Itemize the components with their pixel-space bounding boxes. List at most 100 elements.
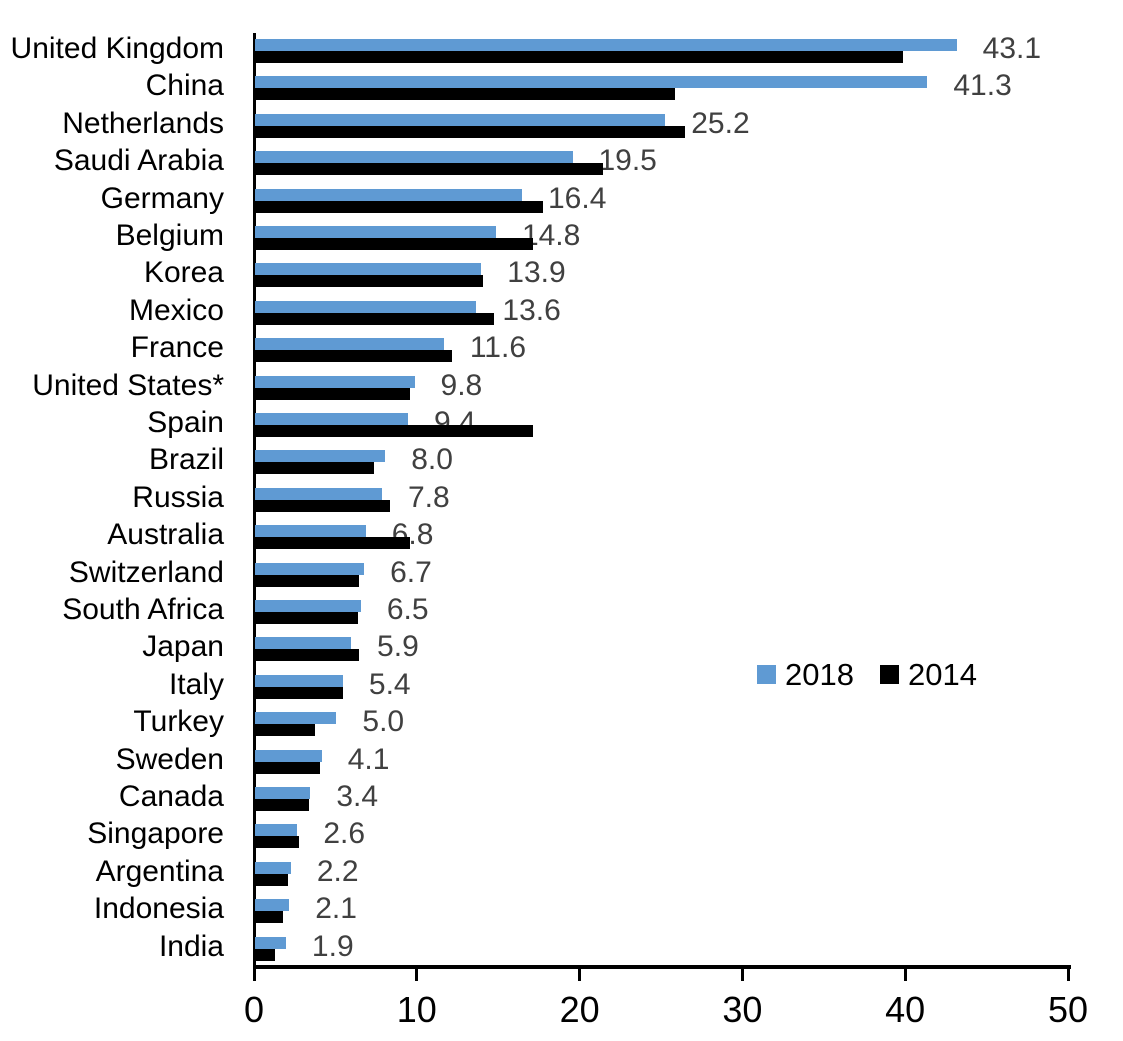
- bar-2014: [255, 350, 452, 363]
- bar-2014: [255, 724, 316, 737]
- bar-2014: [255, 425, 534, 437]
- bar-2014: [255, 873, 288, 886]
- legend-swatch-2018: [757, 665, 776, 684]
- bar-2014: [255, 537, 410, 550]
- bar-2014: [255, 312, 495, 325]
- legend-label-2014: 2014: [907, 657, 977, 692]
- category-label: France: [130, 331, 224, 365]
- chart-row: Italy 5.4: [169, 667, 1068, 707]
- value-label: 4.1: [347, 742, 390, 776]
- value-label: 2.1: [315, 892, 357, 926]
- chart-row: Turkey 5.0: [133, 705, 1068, 744]
- bar-2018: [255, 749, 322, 762]
- category-label: Canada: [118, 780, 224, 813]
- bar-2014: [255, 238, 534, 250]
- value-label: 19.5: [598, 144, 657, 178]
- x-axis-tick: [252, 969, 256, 981]
- x-axis-tick-label: 20: [559, 989, 600, 1030]
- x-axis-tick: [578, 969, 582, 981]
- category-label: Mexico: [128, 293, 224, 327]
- bar-2018: [255, 151, 573, 164]
- value-label: 5.4: [368, 667, 411, 701]
- bar-2014: [255, 163, 604, 176]
- category-label: Sweden: [115, 742, 224, 776]
- value-label: 5.0: [362, 705, 405, 739]
- category-label: Japan: [142, 630, 224, 664]
- category-label: Germany: [100, 181, 224, 215]
- bar-2018: [255, 562, 365, 575]
- bar-2018: [255, 712, 337, 725]
- bar-2014: [255, 948, 275, 961]
- bar-2018: [255, 338, 444, 351]
- chart-row: Sweden 4.1: [116, 742, 1068, 782]
- chart-row: Brazil 8.0: [149, 443, 1068, 482]
- bar-2014: [255, 649, 360, 662]
- x-axis-tick-label: 40: [885, 989, 926, 1030]
- bar-2018: [255, 450, 386, 463]
- chart-row: Argentina 2.2: [96, 854, 1068, 894]
- bar-2014: [255, 686, 343, 699]
- bar-2018: [255, 188, 522, 201]
- value-label: 16.4: [547, 181, 607, 215]
- bar-2014: [255, 911, 283, 924]
- category-label: Netherlands: [62, 106, 224, 140]
- value-label: 5.9: [377, 630, 419, 664]
- category-label: Belgium: [115, 219, 224, 252]
- value-label: 9.8: [440, 368, 483, 402]
- bar-2014: [255, 612, 358, 624]
- chart-row: Indonesia 2.1: [94, 892, 1068, 931]
- bar-2014: [255, 88, 675, 101]
- value-label: 41.3: [953, 69, 1012, 103]
- bar-2018: [255, 263, 482, 276]
- category-label: Saudi Arabia: [53, 144, 224, 178]
- bar-2014: [255, 275, 483, 288]
- bar-2018: [255, 674, 343, 687]
- bar-2014: [255, 125, 685, 138]
- value-label: 8.0: [411, 443, 453, 477]
- chart-row: Canada 3.4: [119, 781, 1068, 819]
- legend-label-2018: 2018: [785, 657, 854, 692]
- category-label: India: [158, 929, 224, 963]
- chart-row: South Africa 6.5: [62, 594, 1068, 632]
- value-label: 13.9: [507, 256, 566, 290]
- bar-2018: [255, 413, 408, 425]
- chart-row: Belgium 14.8: [116, 220, 1068, 258]
- bar-2018: [255, 375, 415, 388]
- bar-2014: [255, 499, 391, 512]
- category-label: China: [145, 69, 224, 103]
- bar-2014: [255, 799, 309, 811]
- chart-row: Switzerland 6.7: [69, 555, 1068, 595]
- bar-2018: [255, 39, 957, 51]
- bar-2018: [255, 113, 666, 126]
- chart-row: Spain 9.4: [147, 407, 1068, 445]
- chart-row: Mexico 13.6: [129, 295, 1068, 333]
- category-label: Spain: [147, 406, 224, 439]
- bar-2018: [255, 899, 290, 912]
- bar-2018: [255, 300, 477, 313]
- bar-2018: [255, 76, 928, 89]
- bar-2014: [255, 387, 410, 400]
- chart-row: Singapore 2.6: [87, 817, 1068, 856]
- category-label: United States*: [32, 368, 224, 402]
- category-label: Australia: [107, 518, 224, 552]
- category-label: Argentina: [95, 854, 224, 888]
- category-label: South Africa: [62, 593, 224, 626]
- category-label: Switzerland: [68, 555, 224, 589]
- chart-row: United States* 9.8: [32, 368, 1068, 408]
- x-axis-tick-label: 50: [1047, 989, 1089, 1030]
- bar-2018: [255, 861, 291, 874]
- value-label: 2.6: [323, 817, 366, 851]
- bar-2014: [255, 836, 299, 849]
- value-label: 25.2: [691, 106, 750, 140]
- x-axis-tick: [1066, 969, 1070, 981]
- value-label: 2.2: [316, 854, 359, 888]
- category-label: Russia: [132, 480, 224, 514]
- bar-2018: [255, 226, 496, 238]
- chart-row: Russia 7.8: [132, 482, 1068, 520]
- x-axis-tick-label: 0: [243, 989, 265, 1030]
- category-label: Indonesia: [93, 892, 224, 926]
- value-label: 6.7: [390, 555, 432, 589]
- bar-2018: [255, 787, 311, 799]
- bar-2018: [255, 936, 286, 949]
